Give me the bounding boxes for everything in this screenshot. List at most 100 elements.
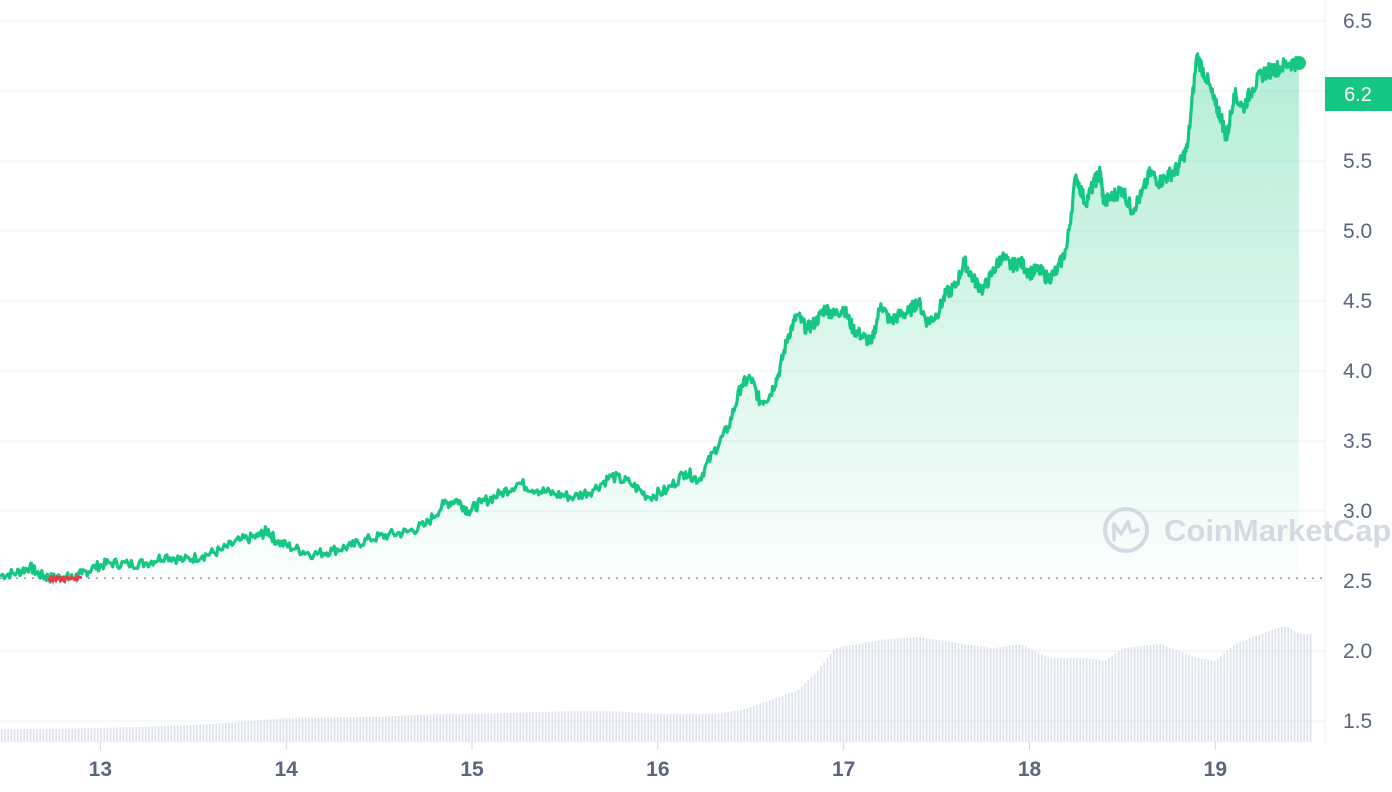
volume-bar	[471, 714, 473, 742]
volume-bar	[10, 729, 13, 742]
volume-bar	[1057, 658, 1059, 742]
volume-bar	[340, 717, 342, 742]
volume-bar	[650, 713, 653, 742]
volume-bar	[404, 715, 406, 742]
volume-bar	[737, 710, 739, 742]
volume-bar	[321, 717, 323, 742]
volume-bar	[554, 711, 557, 742]
x-tick-label: 14	[275, 758, 299, 781]
volume-bar	[964, 643, 966, 742]
volume-bar	[714, 713, 717, 742]
volume-bar	[164, 726, 166, 742]
volume-bar	[145, 726, 147, 742]
volume-bar	[263, 719, 265, 742]
coinmarketcap-watermark: CoinMarketCap	[1103, 507, 1391, 553]
volume-bar	[1127, 647, 1129, 742]
volume-bar	[973, 645, 976, 742]
volume-bar	[791, 692, 793, 742]
volume-bar	[442, 714, 445, 742]
volume-bar	[397, 715, 400, 742]
volume-bar	[1242, 640, 1245, 742]
volume-bar	[285, 718, 288, 742]
volume-bar	[1, 729, 3, 742]
volume-bar	[241, 721, 243, 742]
volume-bar	[788, 693, 790, 742]
volume-bar	[573, 711, 576, 742]
volume-bar	[596, 711, 598, 742]
x-tick-label: 18	[1018, 758, 1042, 781]
volume-bar	[916, 637, 918, 742]
volume-bar	[388, 716, 390, 742]
volume-bar	[298, 718, 301, 742]
volume-bar	[1018, 644, 1021, 742]
volume-bar	[218, 723, 221, 742]
volume-bar	[385, 716, 387, 742]
volume-bar	[1217, 659, 1219, 742]
volume-bar	[1284, 626, 1286, 742]
volume-bar	[1140, 646, 1142, 742]
volume-bar	[977, 645, 979, 742]
volume-bar	[125, 727, 128, 742]
volume-bar	[1089, 658, 1091, 742]
volume-bar	[1050, 658, 1053, 742]
volume-bar	[593, 711, 595, 742]
volume-bar	[257, 720, 259, 742]
volume-bar	[1172, 648, 1174, 742]
volume-bar	[458, 714, 461, 742]
volume-bar	[1162, 645, 1165, 742]
volume-bar	[1124, 648, 1126, 742]
volume-bar	[685, 714, 688, 742]
volume-bar	[1101, 660, 1104, 742]
volume-bar	[1047, 657, 1049, 742]
volume-bar	[1012, 645, 1014, 742]
volume-bar	[609, 711, 611, 742]
price-tag-background	[1325, 77, 1392, 111]
y-tick-label: 2.0	[1343, 640, 1372, 663]
volume-bar	[317, 717, 320, 742]
volume-bar	[1204, 659, 1206, 742]
volume-bar	[1031, 649, 1033, 742]
volume-bar	[161, 726, 163, 742]
volume-bar	[938, 640, 941, 742]
volume-bar	[337, 717, 339, 742]
volume-bar	[132, 727, 134, 742]
price-line	[0, 52, 1306, 585]
volume-bar	[484, 713, 486, 742]
volume-bar	[612, 711, 614, 742]
volume-bar	[193, 725, 195, 742]
volume-bar	[180, 725, 182, 742]
volume-bar	[1121, 649, 1123, 742]
volume-bar	[759, 703, 761, 742]
volume-bar	[1236, 643, 1238, 742]
volume-bar	[961, 643, 963, 742]
x-tick-label: 17	[832, 758, 855, 781]
volume-bar	[119, 727, 121, 742]
volume-bar	[561, 711, 563, 742]
volume-bar	[13, 729, 16, 742]
volume-bar	[1233, 644, 1235, 742]
volume-bar	[740, 709, 742, 742]
volume-bar	[890, 639, 893, 742]
volume-bar	[577, 711, 579, 742]
volume-bar	[381, 716, 384, 742]
volume-bar	[301, 717, 304, 742]
volume-bar	[1223, 653, 1225, 742]
volume-bar	[753, 705, 755, 742]
volume-bar	[941, 640, 944, 742]
volume-bar	[100, 728, 102, 742]
volume-bar	[1108, 657, 1110, 742]
volume-bar	[481, 713, 483, 742]
current-price-tag: 6.2	[1325, 77, 1392, 111]
volume-bar	[231, 722, 233, 742]
volume-bar	[897, 638, 899, 742]
volume-bar	[929, 638, 931, 742]
volume-bar	[717, 713, 720, 742]
volume-bar	[1226, 650, 1229, 742]
volume-bar	[173, 725, 176, 742]
volume-bar	[1060, 658, 1062, 742]
volume-bar	[1146, 645, 1149, 742]
volume-bar	[282, 718, 285, 742]
volume-bar	[29, 728, 32, 742]
y-tick-label: 3.0	[1343, 500, 1372, 523]
volume-bar	[775, 697, 777, 742]
